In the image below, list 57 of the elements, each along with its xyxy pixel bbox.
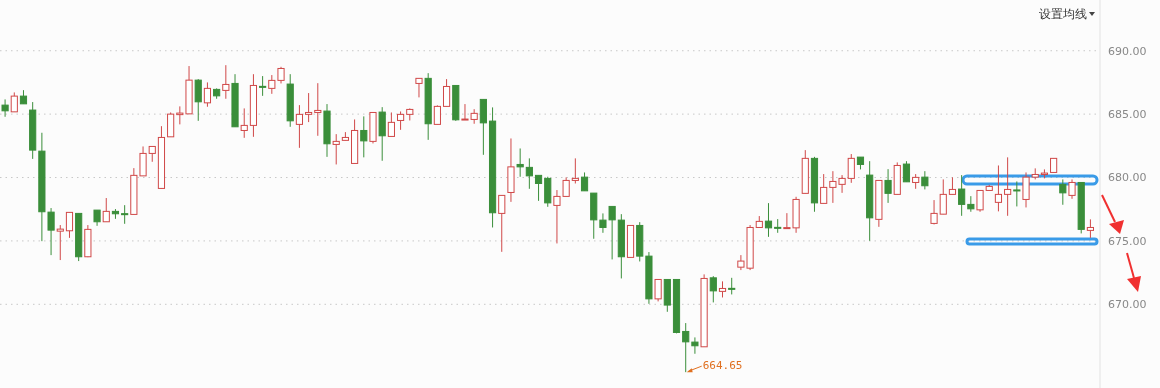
- candlestick: [102, 197, 110, 223]
- annotation: 设置均线: [1039, 7, 1087, 22]
- candlestick: [939, 178, 947, 215]
- candlestick: [56, 224, 64, 261]
- candlestick: [930, 199, 938, 225]
- candlestick: [442, 78, 451, 107]
- candlestick: [397, 110, 405, 131]
- candlestick: [994, 164, 1003, 212]
- candlestick: [332, 133, 340, 165]
- y-tick-label: 675.00: [1108, 234, 1147, 248]
- candlestick: [516, 147, 524, 178]
- candlestick: [571, 157, 579, 184]
- candlestick: [65, 211, 74, 239]
- candlestick: [1004, 156, 1012, 217]
- y-tick-label: 680.00: [1108, 171, 1147, 185]
- candlestick: [295, 104, 303, 149]
- y-tick-label: 685.00: [1108, 107, 1147, 121]
- annotation: 664.65: [702, 359, 743, 372]
- candlestick: [580, 171, 589, 192]
- candlestick: [194, 78, 202, 122]
- candlestick: [433, 104, 441, 125]
- candlestick: [534, 174, 543, 202]
- candlestick: [1068, 178, 1076, 200]
- candlestick: [479, 98, 487, 156]
- candlestick: [976, 189, 984, 213]
- candlestick: [1013, 180, 1021, 207]
- candlestick: [654, 278, 662, 302]
- candlestick: [847, 153, 855, 184]
- candlestick: [902, 160, 911, 183]
- candlestick: [360, 115, 368, 158]
- candlestick: [305, 92, 313, 123]
- candlestick: [203, 81, 212, 108]
- candlestick: [167, 111, 175, 138]
- candlestick: [378, 106, 386, 162]
- y-tick-label: 690.00: [1108, 44, 1147, 58]
- candlestick: [259, 75, 267, 97]
- candlestick: [314, 82, 322, 137]
- candlestick: [222, 64, 230, 100]
- candlestick: [682, 322, 690, 373]
- candlestick: [1086, 218, 1094, 239]
- candlestick: [820, 173, 828, 204]
- candlestick: [10, 91, 18, 113]
- candlestick: [240, 107, 248, 139]
- candlestick: [958, 174, 966, 217]
- candlestick: [387, 111, 395, 137]
- candlestick: [121, 204, 129, 225]
- candlestick: [1059, 178, 1067, 206]
- candlestick: [884, 168, 892, 204]
- candlestick: [691, 336, 699, 355]
- candlestick: [709, 275, 717, 303]
- candlestick: [921, 170, 929, 190]
- candlestick: [764, 202, 773, 238]
- candlestick: [498, 194, 506, 253]
- candlestick: [1, 98, 9, 118]
- candlestick: [525, 157, 533, 190]
- y-tick-label: 670.00: [1108, 298, 1147, 312]
- candlestick: [415, 77, 423, 98]
